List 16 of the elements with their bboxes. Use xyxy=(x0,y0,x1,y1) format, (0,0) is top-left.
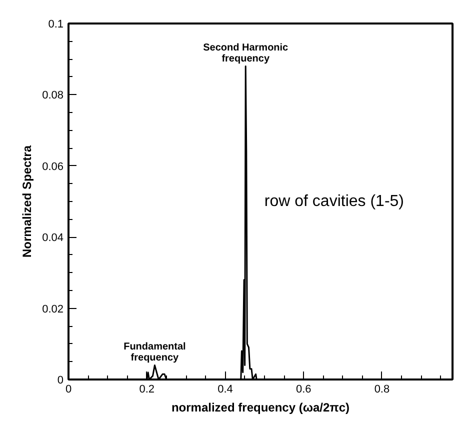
x-tick-label: 0.8 xyxy=(374,384,390,396)
y-axis-title: Normalized Spectra xyxy=(20,145,34,258)
annotation: row of cavities (1-5) xyxy=(264,193,404,210)
y-tick-label: 0.08 xyxy=(42,90,64,102)
x-tick-label: 0.6 xyxy=(296,384,312,396)
y-tick-label: 0.1 xyxy=(48,18,64,30)
x-axis-title: normalized frequency (ωa/2πc) xyxy=(171,400,350,414)
x-tick-label: 0.2 xyxy=(139,384,155,396)
annotation: Fundamental frequency xyxy=(124,341,186,364)
annotation: Second Harmonic frequency xyxy=(203,42,289,64)
y-tick-label: 0 xyxy=(57,374,64,386)
x-tick-label: 0 xyxy=(65,384,72,396)
y-tick-label: 0.02 xyxy=(42,303,64,316)
y-tick-label: 0.04 xyxy=(42,232,64,244)
x-tick-label: 0.4 xyxy=(218,384,233,396)
y-tick-label: 0.06 xyxy=(42,160,64,173)
